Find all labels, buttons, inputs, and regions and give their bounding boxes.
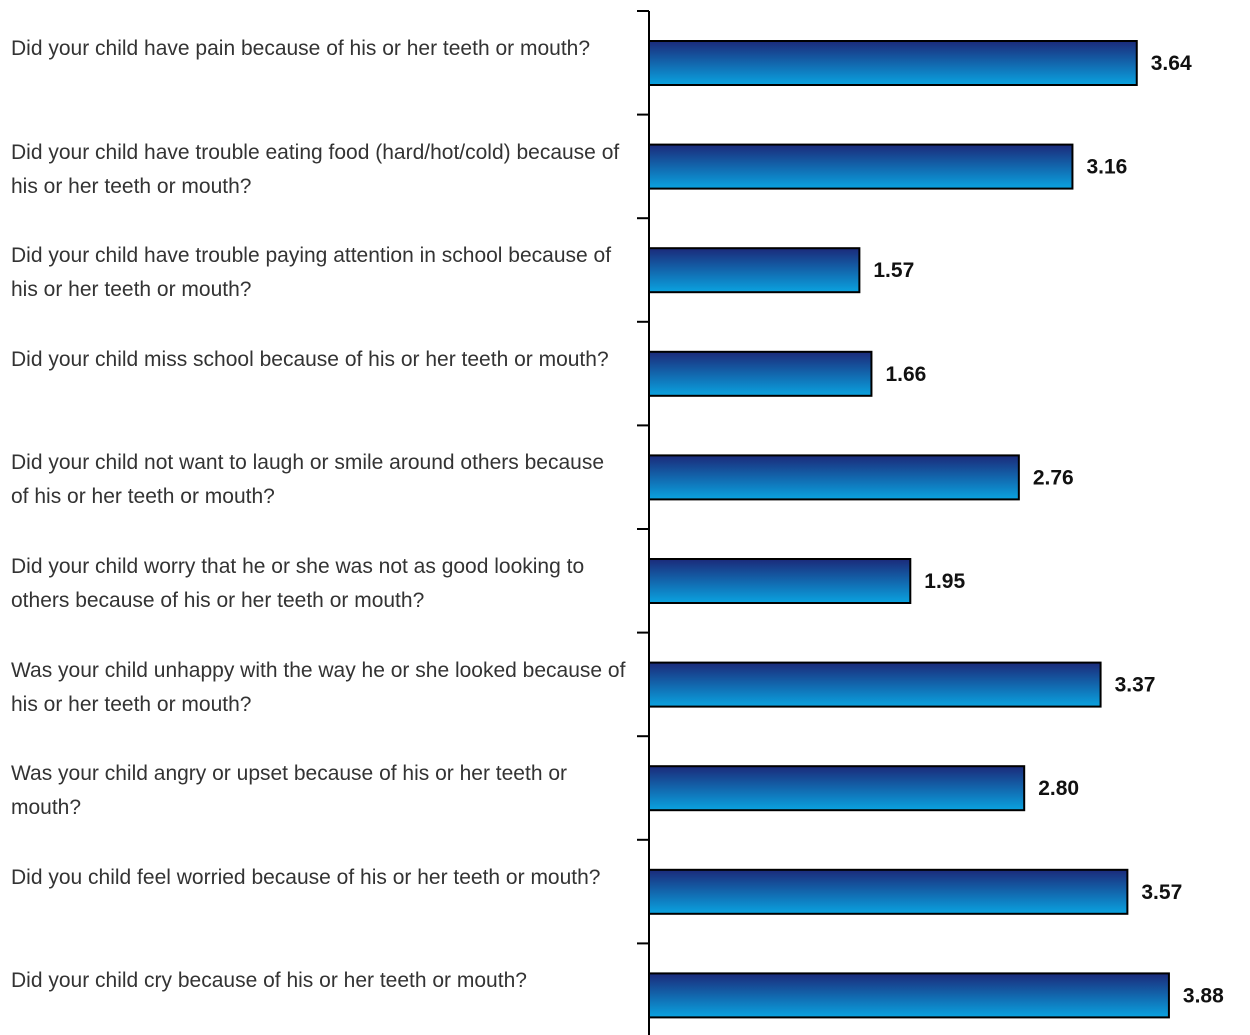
bar (648, 868, 1129, 915)
bar (648, 40, 1138, 86)
category-label: Did your child cry because of his or her… (11, 969, 527, 993)
value-labels-layer: 3.64 3.16 1.57 1.66 2.76 1.95 3.37 2.80 3.57 3.88 (873, 52, 1224, 1007)
category-label: Did your child miss school because of hi… (11, 347, 609, 371)
category-label: Did your child not want to laugh or smil… (11, 451, 605, 509)
value-label: 3.37 (1115, 674, 1156, 697)
category-label: Did you child feel worried because of hi… (11, 865, 601, 889)
value-label: 1.95 (924, 570, 965, 593)
category-label: Did your child have pain because of his … (11, 37, 591, 60)
bar (648, 972, 1170, 1019)
value-label: 3.64 (1151, 52, 1192, 75)
value-label: 3.88 (1183, 984, 1224, 1007)
bars-layer (648, 40, 1170, 1019)
axis-layer (637, 10, 650, 1035)
value-label: 1.57 (873, 259, 914, 282)
category-label: Did your child worry that he or she was … (11, 555, 585, 612)
value-label: 3.57 (1141, 881, 1182, 904)
value-label: 2.80 (1038, 777, 1079, 800)
category-label: Did your child have trouble paying atten… (11, 244, 612, 302)
bar (648, 558, 912, 604)
bar (648, 247, 861, 294)
category-label: Did your child have trouble eating food … (11, 140, 620, 198)
category-label: Was your child unhappy with the way he o… (11, 658, 626, 716)
bar (648, 454, 1020, 501)
bar (648, 765, 1026, 812)
bar (648, 661, 1102, 708)
value-label: 1.66 (885, 363, 926, 386)
bar (648, 350, 873, 397)
value-label: 3.16 (1086, 156, 1127, 179)
value-label: 2.76 (1033, 466, 1074, 489)
bar (648, 143, 1074, 190)
category-label: Was your child angry or upset because of… (11, 762, 568, 820)
